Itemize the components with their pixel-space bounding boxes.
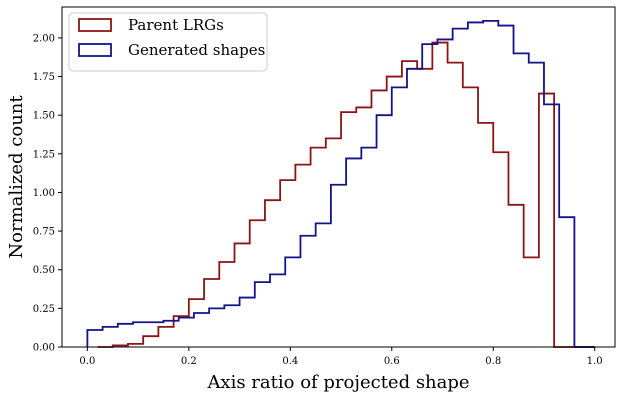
y-tick-label: 1.75 (33, 72, 55, 83)
x-tick-label: 0.8 (485, 356, 501, 367)
plot-area (61, 6, 616, 348)
x-tick-label: 0.2 (181, 356, 197, 367)
y-tick-label: 2.00 (33, 33, 55, 44)
y-tick-label: 0.25 (33, 304, 55, 315)
x-tick-label: 0.6 (384, 356, 400, 367)
legend-box (68, 12, 268, 72)
x-tick-label: 0.0 (79, 356, 95, 367)
y-tick-label: 0.75 (33, 227, 55, 238)
y-axis-ticks: 0.00 0.25 0.50 0.75 1.00 1.25 1.50 1.75 2.00 (33, 33, 62, 354)
legend-label-0: Parent LRGs (128, 16, 224, 34)
series-line-0 (97, 41, 595, 348)
y-tick-label: 1.25 (33, 149, 55, 160)
y-tick-label: 1.50 (33, 111, 55, 122)
x-tick-label: 0.4 (282, 356, 298, 367)
y-tick-label: 0.00 (33, 343, 55, 354)
legend: Parent LRGs Generated shapes (68, 12, 268, 72)
y-axis-label: Normalized count (6, 95, 27, 259)
legend-swatch-1 (78, 43, 112, 57)
y-tick-label: 1.00 (33, 188, 55, 199)
x-axis-label: Axis ratio of projected shape (206, 372, 469, 393)
legend-swatch-0 (78, 18, 112, 32)
series-line-1 (86, 20, 595, 348)
plot-frame (61, 6, 616, 348)
x-axis-ticks: 0.0 0.2 0.4 0.6 0.8 1.0 (79, 347, 603, 367)
x-tick-label: 1.0 (587, 356, 603, 367)
legend-label-1: Generated shapes (128, 41, 265, 59)
y-tick-label: 0.50 (33, 265, 55, 276)
